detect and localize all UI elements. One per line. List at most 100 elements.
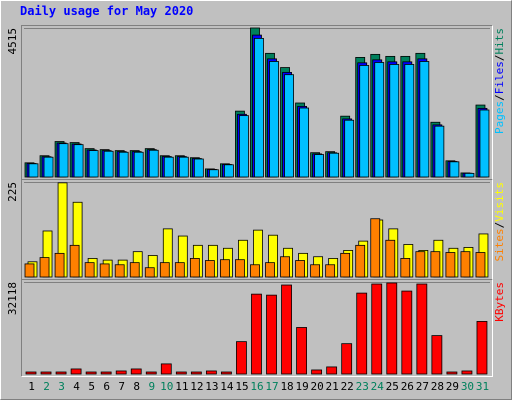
legend-entry: Pages bbox=[493, 101, 506, 134]
bar bbox=[175, 371, 187, 375]
bar bbox=[70, 368, 82, 375]
x-tick-label: 15 bbox=[235, 380, 248, 393]
bar bbox=[235, 259, 245, 278]
x-tick-label: 1 bbox=[28, 380, 35, 393]
bar bbox=[281, 284, 292, 375]
bar bbox=[159, 262, 170, 278]
panel-shadow bbox=[21, 25, 493, 180]
bar bbox=[449, 161, 460, 178]
bar bbox=[325, 264, 336, 278]
legend-entry: Sites bbox=[493, 228, 506, 261]
legend-entry: Hits bbox=[493, 28, 506, 55]
bar bbox=[446, 371, 458, 375]
x-tick-label: 14 bbox=[220, 380, 234, 393]
bar bbox=[416, 283, 428, 375]
x-tick-label: 9 bbox=[148, 380, 155, 393]
bar bbox=[224, 164, 234, 178]
bar bbox=[401, 290, 413, 375]
legend-entry: Files bbox=[493, 61, 506, 94]
bar bbox=[58, 143, 69, 178]
x-tick-label: 30 bbox=[461, 380, 474, 393]
bar bbox=[314, 154, 325, 178]
legend-separator: / bbox=[493, 222, 506, 229]
bar bbox=[280, 256, 290, 278]
bar bbox=[340, 252, 351, 278]
bar bbox=[370, 218, 381, 278]
bar bbox=[221, 371, 232, 375]
x-tick-label: 5 bbox=[88, 380, 95, 393]
bar bbox=[118, 151, 129, 178]
bar bbox=[371, 283, 383, 375]
bar bbox=[475, 252, 486, 278]
legend-separator: / bbox=[493, 94, 506, 101]
x-tick-label: 7 bbox=[118, 380, 125, 393]
bar bbox=[326, 366, 338, 375]
bar bbox=[190, 371, 202, 375]
bar bbox=[100, 371, 112, 375]
bar bbox=[310, 264, 321, 278]
bar bbox=[251, 293, 262, 375]
bar bbox=[386, 282, 398, 375]
bar bbox=[144, 267, 155, 278]
bar bbox=[355, 244, 366, 278]
x-tick-label: 4 bbox=[73, 380, 80, 393]
bar bbox=[329, 152, 340, 178]
bar bbox=[295, 260, 305, 278]
x-tick-label: 10 bbox=[160, 380, 173, 393]
bar bbox=[55, 371, 67, 375]
bar bbox=[54, 252, 65, 278]
bar bbox=[24, 263, 35, 278]
bar bbox=[445, 252, 456, 278]
bar bbox=[265, 262, 275, 278]
panel-shadow bbox=[21, 279, 493, 377]
legend-separator: / bbox=[493, 55, 506, 62]
bar bbox=[284, 74, 294, 178]
bar bbox=[193, 158, 204, 178]
bar bbox=[220, 259, 230, 278]
bar bbox=[434, 125, 445, 178]
legend: KBytes bbox=[493, 282, 506, 322]
bar bbox=[419, 61, 430, 178]
bar bbox=[39, 257, 50, 278]
bar bbox=[239, 115, 249, 178]
bar bbox=[311, 369, 323, 375]
bar bbox=[464, 172, 475, 178]
bar bbox=[133, 151, 144, 178]
x-tick-label: 6 bbox=[103, 380, 110, 393]
legend: Pages/Files/Hits bbox=[493, 28, 506, 134]
x-tick-label: 27 bbox=[416, 380, 429, 393]
x-tick-label: 12 bbox=[190, 380, 203, 393]
bar bbox=[431, 335, 443, 375]
x-tick-label: 19 bbox=[295, 380, 308, 393]
bar bbox=[160, 363, 172, 375]
bar bbox=[163, 156, 174, 178]
bar bbox=[341, 343, 353, 375]
bar bbox=[129, 262, 140, 278]
y-tick-label: 4515 bbox=[6, 28, 19, 55]
legend: Sites/Visits bbox=[493, 182, 506, 262]
bar bbox=[236, 341, 247, 375]
bar bbox=[400, 258, 411, 278]
bar bbox=[266, 294, 277, 375]
x-tick-label: 8 bbox=[133, 380, 140, 393]
x-tick-label: 25 bbox=[386, 380, 399, 393]
bar bbox=[250, 264, 260, 278]
bar bbox=[115, 370, 127, 375]
bar bbox=[178, 156, 189, 178]
x-tick-label: 16 bbox=[250, 380, 263, 393]
bar bbox=[69, 244, 80, 278]
bar bbox=[269, 61, 279, 178]
x-tick-label: 24 bbox=[371, 380, 385, 393]
x-tick-label: 2 bbox=[43, 380, 50, 393]
x-tick-label: 3 bbox=[58, 380, 65, 393]
bar bbox=[205, 370, 217, 375]
x-tick-label: 18 bbox=[280, 380, 293, 393]
y-tick-label: 225 bbox=[6, 182, 19, 202]
bar bbox=[404, 64, 415, 178]
bar bbox=[189, 258, 200, 278]
x-tick-label: 28 bbox=[431, 380, 444, 393]
bar bbox=[114, 264, 125, 278]
bar bbox=[99, 263, 110, 278]
